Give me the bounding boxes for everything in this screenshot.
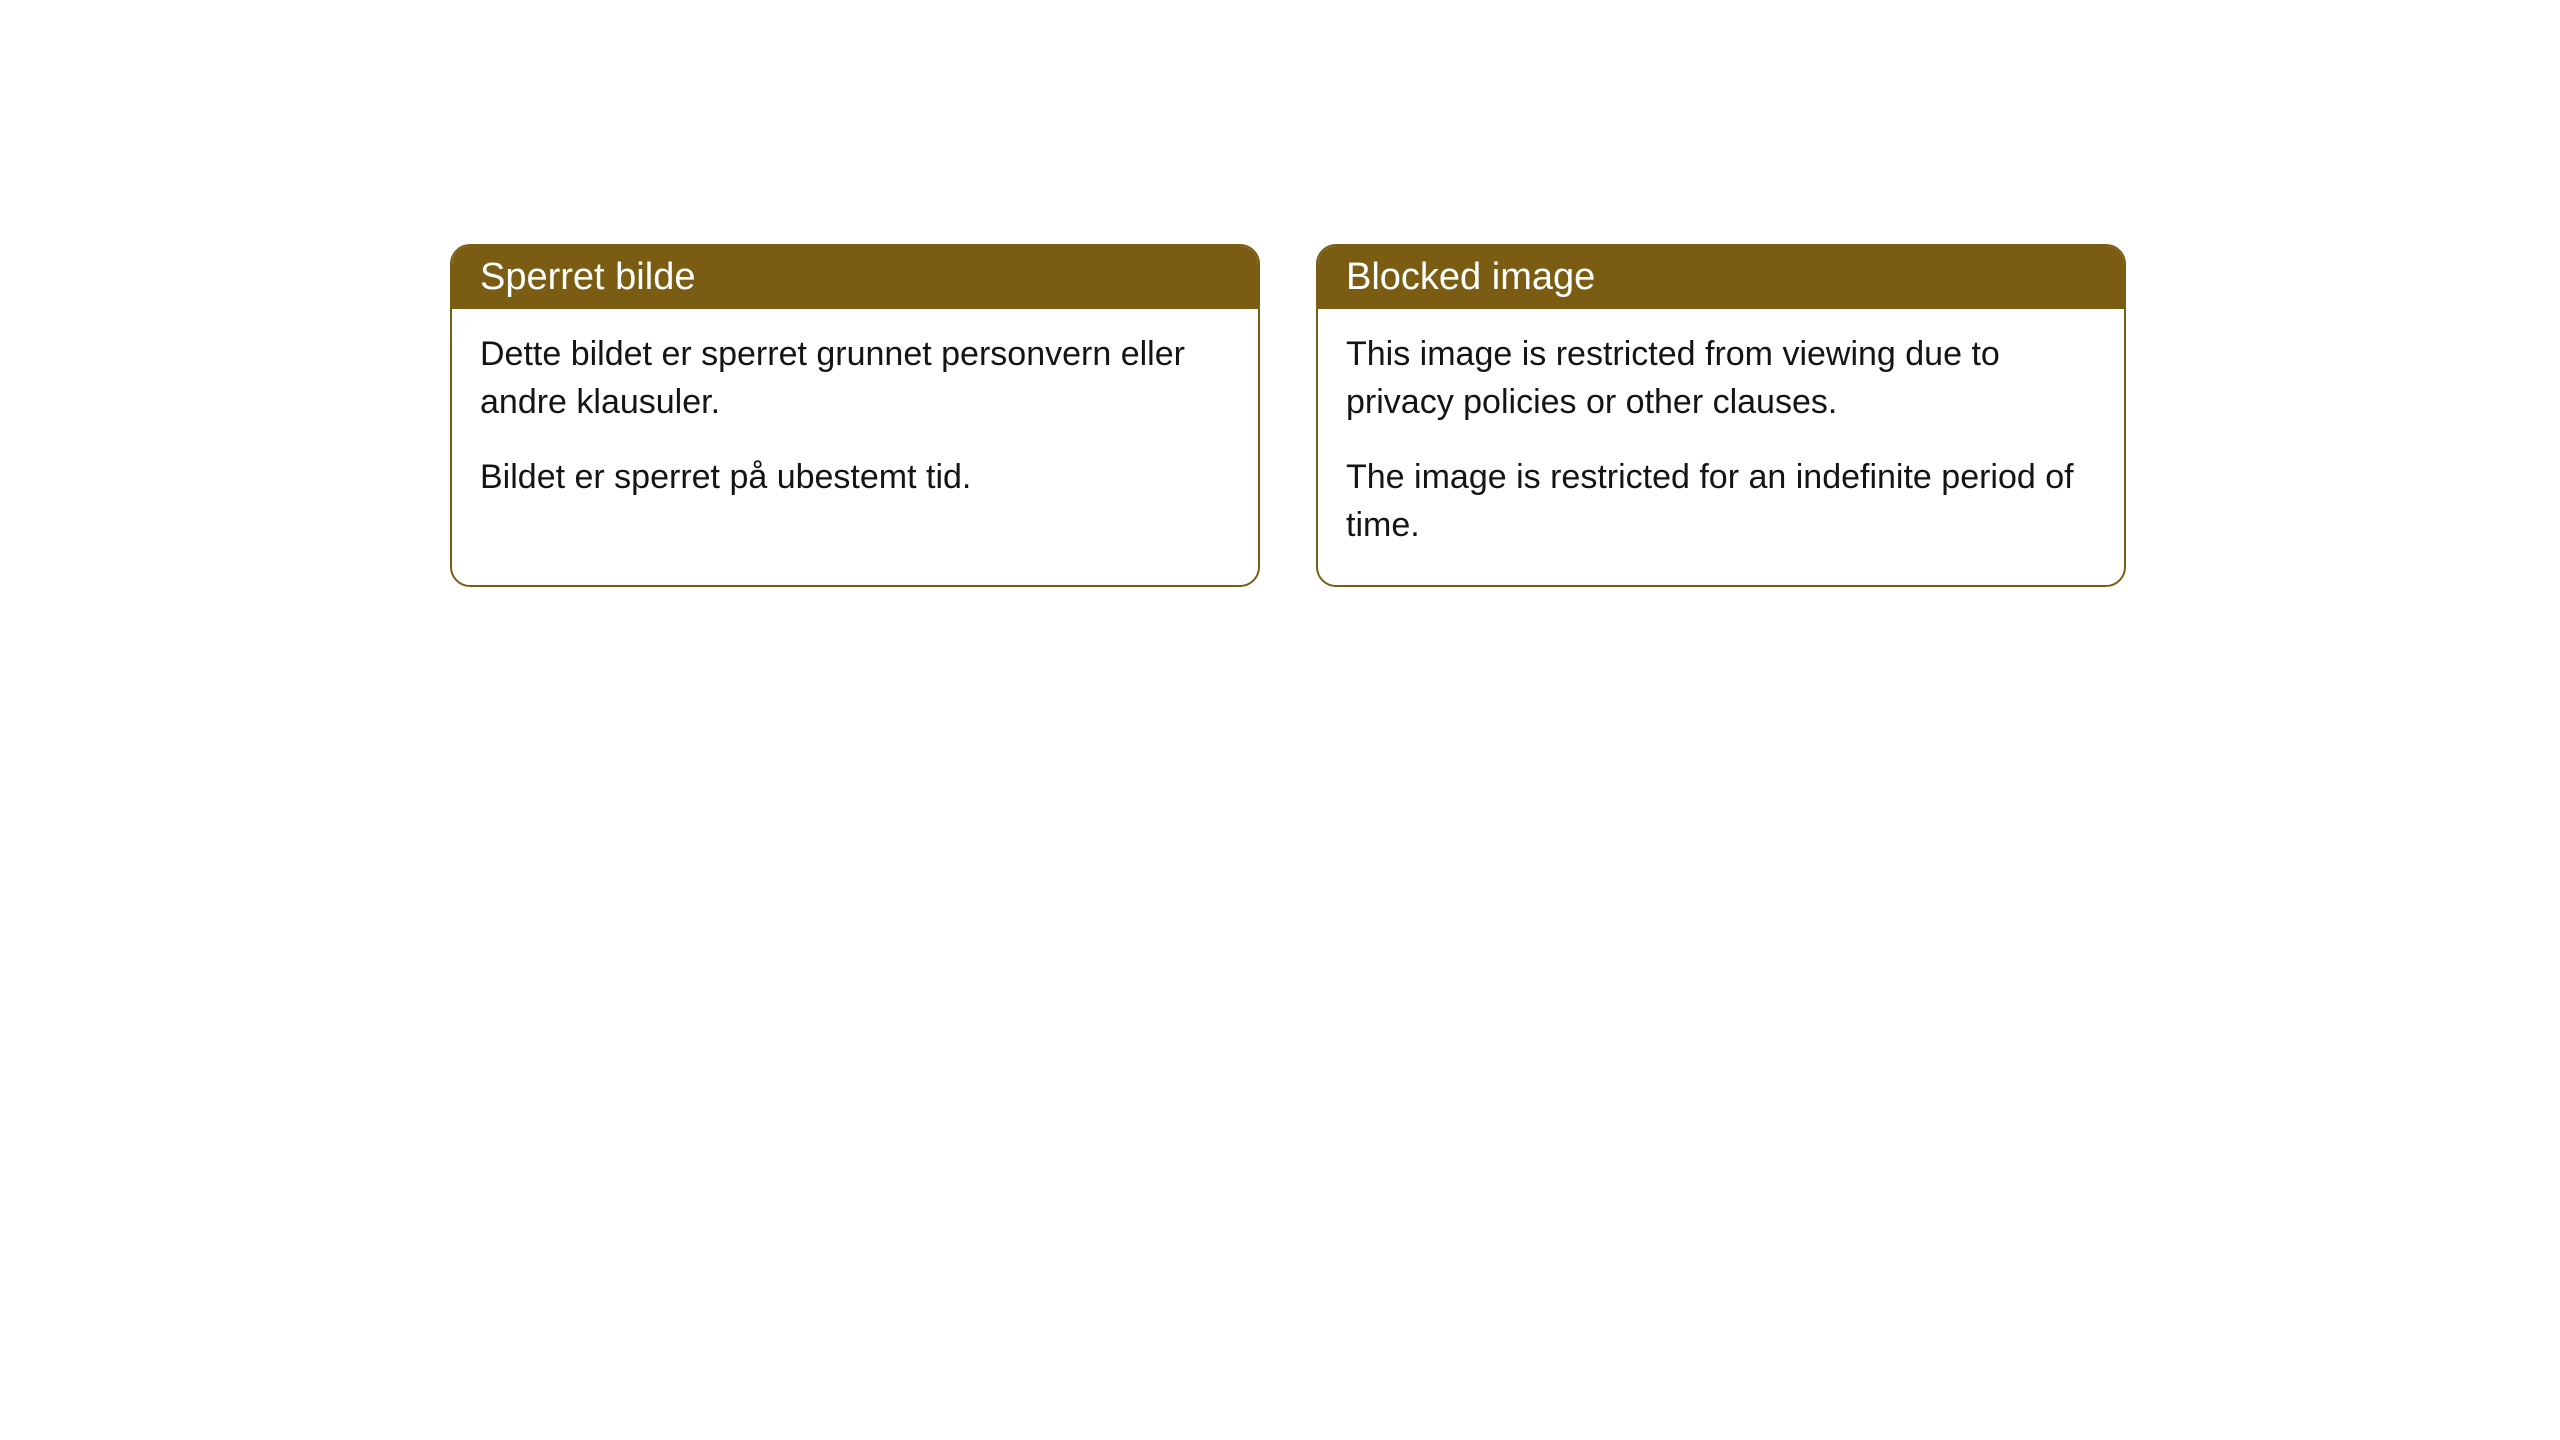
card-header: Blocked image <box>1318 246 2124 309</box>
body-paragraph: This image is restricted from viewing du… <box>1346 331 2096 426</box>
card-body: This image is restricted from viewing du… <box>1318 309 2124 585</box>
body-paragraph: The image is restricted for an indefinit… <box>1346 454 2096 549</box>
body-paragraph: Dette bildet er sperret grunnet personve… <box>480 331 1230 426</box>
body-paragraph: Bildet er sperret på ubestemt tid. <box>480 454 1230 502</box>
notice-card-norwegian: Sperret bilde Dette bildet er sperret gr… <box>450 244 1260 587</box>
card-header: Sperret bilde <box>452 246 1258 309</box>
notice-container: Sperret bilde Dette bildet er sperret gr… <box>0 0 2560 587</box>
notice-card-english: Blocked image This image is restricted f… <box>1316 244 2126 587</box>
card-body: Dette bildet er sperret grunnet personve… <box>452 309 1258 538</box>
